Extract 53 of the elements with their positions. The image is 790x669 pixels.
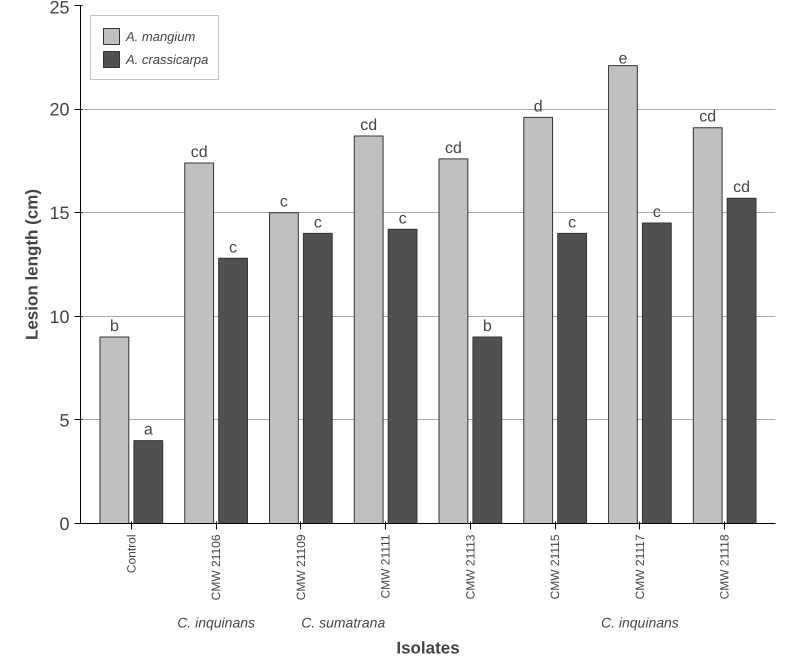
y-tick-label: 5	[59, 410, 70, 430]
data-label: c	[314, 214, 322, 232]
bar	[557, 232, 587, 524]
x-tick-label: CMW 21115	[548, 534, 562, 600]
data-label: cd	[699, 108, 716, 126]
bar	[642, 222, 672, 524]
bar	[438, 158, 468, 524]
y-tick-label: 0	[59, 514, 70, 534]
bar	[608, 65, 638, 524]
bar	[302, 232, 333, 524]
y-tick-label: 20	[49, 100, 70, 120]
x-tick-label: CMW 21118	[718, 534, 732, 600]
data-label: b	[482, 318, 492, 336]
data-label: c	[568, 214, 576, 232]
x-tick-label: CMW 21111	[378, 534, 393, 599]
data-label: cd	[444, 140, 462, 157]
bar	[472, 336, 502, 524]
bar	[218, 258, 248, 524]
data-label: e	[618, 50, 628, 68]
y-tick-label: 10	[49, 306, 70, 327]
text: C. sumatrana	[301, 614, 386, 630]
y-axis-title: Lesion length (cm)	[22, 188, 42, 340]
data-label: cd	[733, 179, 750, 196]
bar	[99, 336, 130, 524]
bar	[269, 212, 299, 524]
x-axis-title: Isolates	[396, 638, 460, 658]
bar	[523, 116, 554, 524]
data-label: b	[110, 318, 119, 336]
text: C. inquinans	[600, 614, 679, 630]
legend-label: A. mangium	[126, 28, 196, 44]
data-label: c	[652, 204, 661, 222]
legend-label: A. crassicarpa	[126, 52, 208, 66]
x-tick-label: Control	[124, 534, 138, 574]
bar	[726, 198, 757, 524]
bar	[692, 127, 723, 524]
x-tick-label: CMW 21117	[632, 534, 647, 600]
bar	[184, 162, 214, 524]
data-label: cd	[190, 144, 208, 161]
bar	[388, 228, 418, 524]
y-tick-label: 15	[49, 203, 70, 224]
text: C. inquinans	[177, 614, 256, 630]
data-label: c	[229, 239, 238, 256]
data-label: c	[398, 210, 407, 228]
bar	[354, 136, 384, 524]
y-tick-label: 25	[49, 0, 70, 18]
bar	[133, 440, 164, 524]
x-tick-label: CMW 21113	[463, 534, 478, 600]
x-tick-label: CMW 21109	[294, 534, 308, 600]
x-tick-label: CMW 21106	[209, 534, 224, 600]
data-label: c	[280, 194, 288, 211]
data-label: d	[534, 98, 543, 116]
data-label: a	[144, 422, 153, 439]
data-label: cd	[360, 117, 378, 134]
